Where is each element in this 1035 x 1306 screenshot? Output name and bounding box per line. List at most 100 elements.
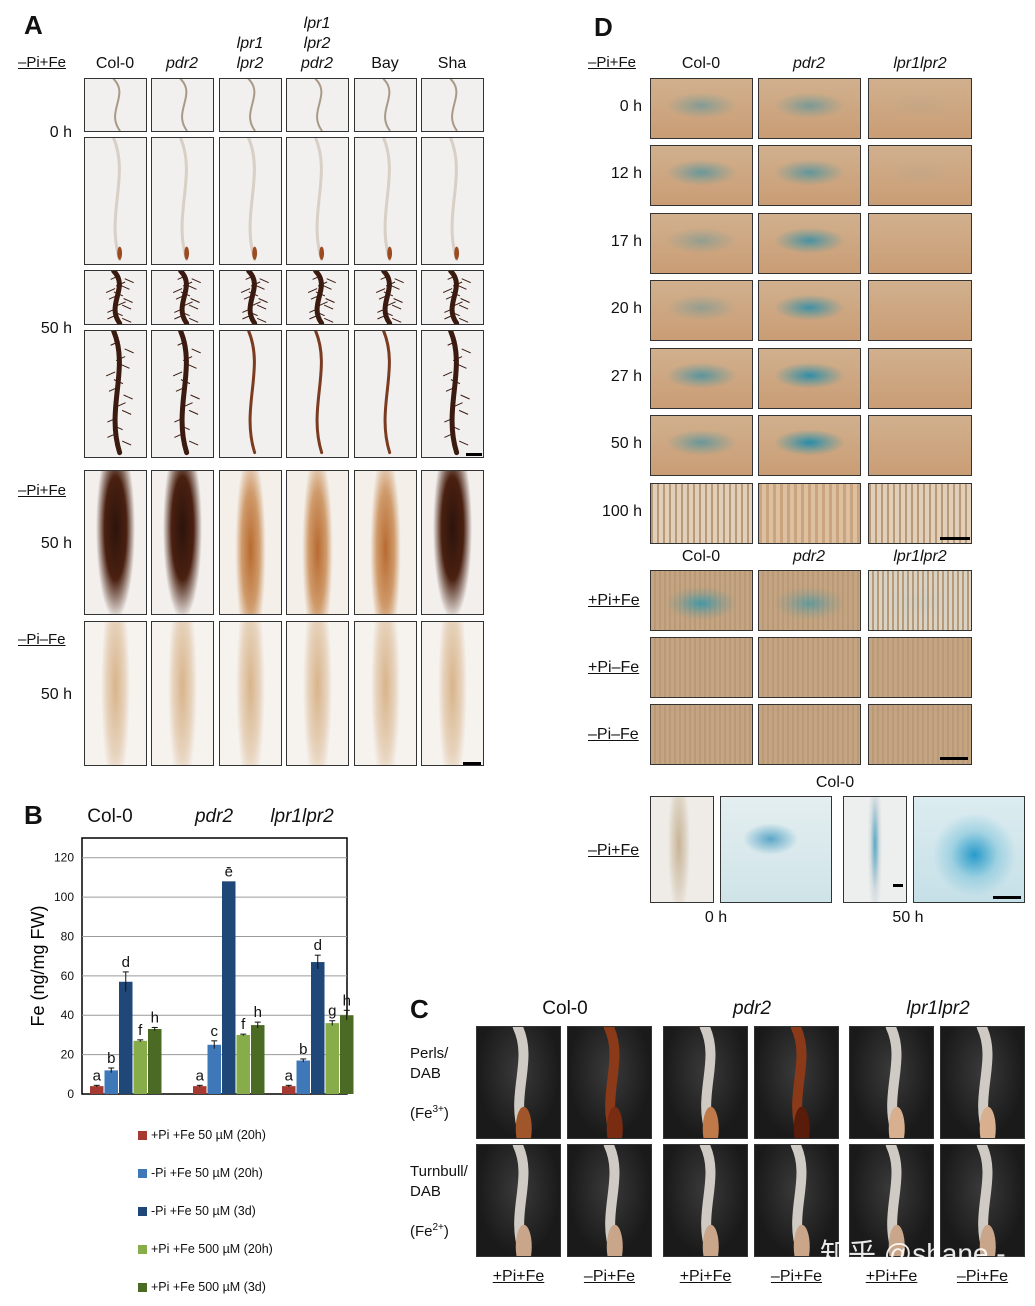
root-drawing <box>240 271 269 324</box>
panel-a-image-r5-c5 <box>354 470 417 615</box>
panel-a-row4-condition: –Pi–Fe <box>18 631 66 648</box>
bar <box>222 881 236 1094</box>
panel-d-image-r6-c1 <box>650 415 753 476</box>
panel-d-col-col0: Col-0 <box>681 55 721 72</box>
panel-a-label: A <box>24 10 43 40</box>
panel-c-image-r1-c6 <box>940 1026 1025 1139</box>
panel-a-col-col0: Col-0 <box>95 55 135 72</box>
bar <box>311 962 325 1094</box>
legend-item: +Pi +Fe 50 µM (20h) <box>138 1116 348 1154</box>
panel-a-image-r2-c6 <box>421 137 484 265</box>
root-drawing <box>105 331 134 456</box>
panel-a-image-r2-c4 <box>286 137 349 265</box>
panel-d-bottom-image-2 <box>720 796 832 903</box>
panel-c-image-r2-c2 <box>567 1144 652 1257</box>
panel-b-genotype-lpr1lpr2: lpr1lpr2 <box>270 806 334 827</box>
panel-d-condition-top: –Pi+Fe <box>588 54 636 71</box>
root-drawing <box>790 1027 810 1138</box>
panel-a-image-r1-c1 <box>84 78 147 132</box>
panel-d-bottom-time-50h: 50 h <box>892 909 924 926</box>
panel-c-image-r1-c1 <box>476 1026 561 1139</box>
legend-item: -Pi +Fe 50 µM (3d) <box>138 1192 348 1230</box>
panel-a-image-r2-c1 <box>84 137 147 265</box>
panel-d-time-label: 20 h <box>610 300 642 317</box>
panel-a-image-r3-c5 <box>354 270 417 325</box>
panel-c-image-r1-c5 <box>849 1026 934 1139</box>
panel-d-image-r6-c2 <box>758 415 861 476</box>
legend-swatch <box>138 1130 147 1140</box>
legend-swatch <box>138 1206 147 1216</box>
panel-a-image-r6-c1 <box>84 621 147 766</box>
panel-c-image-r1-c2 <box>567 1026 652 1139</box>
panel-d-lower-image-r1-c3 <box>868 570 972 631</box>
panel-a-image-r4-c5 <box>354 330 417 458</box>
legend-item: +Pi +Fe 500 µM (3d) <box>138 1268 348 1306</box>
significance-letter: f <box>138 1022 143 1039</box>
root-drawing <box>179 138 190 262</box>
panel-a-image-r2-c5 <box>354 137 417 265</box>
significance-letter: e <box>225 863 233 880</box>
significance-letter: b <box>299 1041 307 1058</box>
panel-d-scale-bar-3 <box>893 884 903 887</box>
panel-b-genotype-col0: Col-0 <box>87 806 133 827</box>
legend-label: +Pi +Fe 500 µM (3d) <box>151 1280 266 1294</box>
panel-d-cond-pipfe: +Pi+Fe <box>588 592 640 609</box>
significance-letter: b <box>107 1050 115 1067</box>
panel-d-time-label: 27 h <box>610 368 642 385</box>
panel-d-image-r3-c3 <box>868 213 972 274</box>
bar <box>90 1086 104 1094</box>
panel-d-lower-col-pdr2: pdr2 <box>792 548 826 565</box>
legend-swatch <box>138 1168 147 1178</box>
root-drawing <box>382 138 393 262</box>
panel-c-image-r1-c4 <box>754 1026 839 1139</box>
significance-letter: g <box>328 1003 336 1020</box>
panel-a-image-r4-c1 <box>84 330 147 458</box>
panel-d-image-r6-c3 <box>868 415 972 476</box>
panel-a-time-0h: 0 h <box>49 124 72 141</box>
panel-a-image-r6-c6 <box>421 621 484 766</box>
panel-d-scale-bar-1 <box>940 537 970 540</box>
root-drawing <box>699 1145 719 1256</box>
watermark: 知乎 @shane - <box>820 1238 1006 1269</box>
panel-d-cond-pimfe: +Pi–Fe <box>588 659 640 676</box>
panel-a-image-r1-c3 <box>219 78 282 132</box>
panel-a-image-r5-c1 <box>84 470 147 615</box>
panel-a-image-r1-c6 <box>421 78 484 132</box>
bar <box>104 1070 118 1094</box>
bar <box>133 1040 147 1094</box>
panel-d-bottom-genotype: Col-0 <box>815 774 855 791</box>
panel-c-row2-ion: (Fe2+) <box>410 1222 449 1240</box>
root-drawing <box>314 79 323 131</box>
bar <box>251 1025 265 1094</box>
significance-letter: h <box>343 992 351 1009</box>
root-drawing <box>512 1027 532 1138</box>
panel-a-scale-bar-2 <box>463 762 481 765</box>
panel-a-image-r4-c2 <box>151 330 214 458</box>
bar <box>282 1086 296 1094</box>
bar <box>296 1060 310 1094</box>
legend-swatch <box>138 1244 147 1254</box>
root-drawing <box>105 271 134 324</box>
panel-d-lower-image-r1-c2 <box>758 570 861 631</box>
panel-d-label: D <box>594 12 613 42</box>
panel-a-scale-bar-1 <box>466 453 482 456</box>
bar <box>193 1086 207 1094</box>
panel-d-time-label: 17 h <box>610 233 642 250</box>
panel-c-image-r2-c4 <box>754 1144 839 1257</box>
significance-letter: h <box>254 1004 262 1021</box>
panel-a-col-bay: Bay <box>371 55 399 72</box>
panel-a-image-r6-c4 <box>286 621 349 766</box>
panel-b-legend: +Pi +Fe 50 µM (20h) -Pi +Fe 50 µM (20h) -P… <box>138 1116 348 1306</box>
panel-a-image-r6-c5 <box>354 621 417 766</box>
y-tick-label: 80 <box>61 929 75 943</box>
legend-item: -Pi +Fe 50 µM (20h) <box>138 1154 348 1192</box>
panel-a-image-r2-c3 <box>219 137 282 265</box>
significance-letter: f <box>241 1016 246 1033</box>
root-drawing <box>179 79 188 131</box>
y-tick-label: 60 <box>61 969 75 983</box>
panel-d-lower-image-r2-c1 <box>650 637 753 698</box>
root-drawing <box>449 138 460 262</box>
panel-d-image-r3-c1 <box>650 213 753 274</box>
y-axis-label: Fe (ng/mg FW) <box>28 905 48 1026</box>
